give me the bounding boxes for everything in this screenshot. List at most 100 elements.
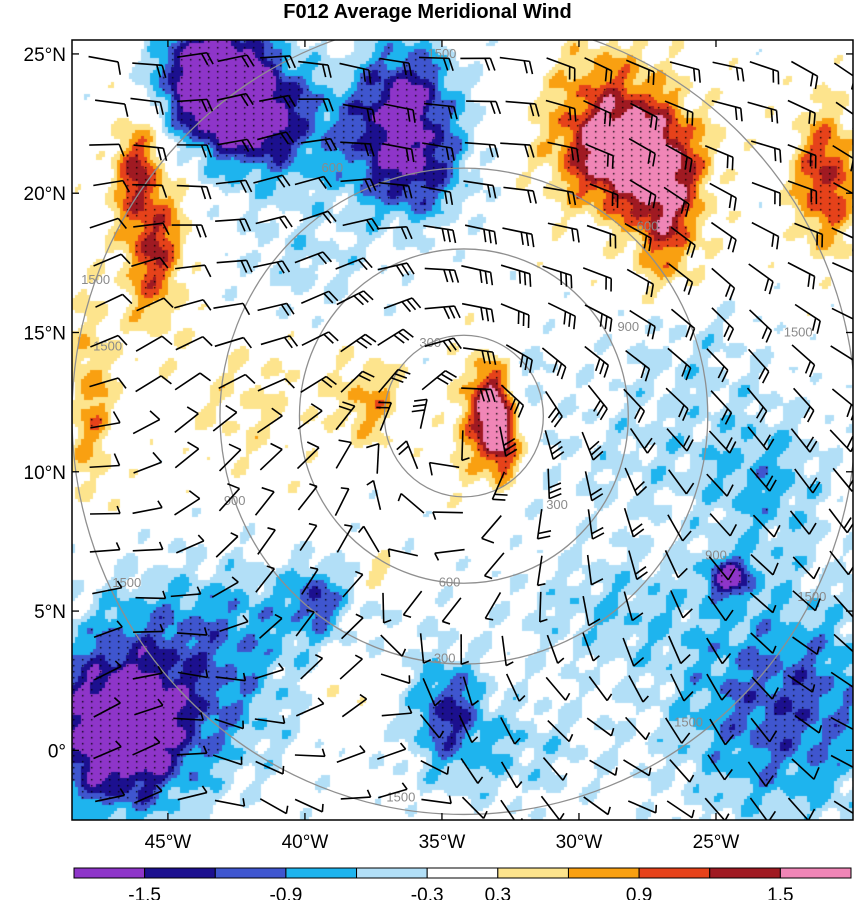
wind-barb	[383, 297, 422, 313]
wind-barb	[259, 94, 297, 109]
wind-barb	[419, 56, 454, 71]
wind-barb	[340, 789, 372, 800]
wind-barb	[624, 467, 648, 497]
wind-barb	[747, 101, 779, 124]
range-ring-label: 1500	[112, 575, 141, 590]
wind-barb	[342, 217, 380, 232]
wind-barb	[536, 509, 552, 540]
wind-barb	[176, 745, 208, 756]
wind-barb	[670, 308, 696, 341]
wind-barb	[95, 99, 129, 117]
wind-barb	[791, 344, 816, 378]
wind-barb	[341, 693, 368, 718]
range-ring-label: 600	[439, 575, 461, 590]
wind-barb	[136, 297, 174, 312]
wind-barb	[336, 524, 353, 553]
wind-barb	[542, 757, 568, 781]
wind-barb	[794, 303, 821, 334]
wind-barb	[463, 180, 497, 199]
wind-barb	[589, 759, 618, 777]
wind-barb	[257, 131, 295, 145]
wind-barb	[547, 141, 580, 162]
wind-barb	[708, 556, 736, 581]
wind-barb	[484, 592, 502, 621]
wind-barb	[411, 398, 428, 429]
wind-barb	[747, 426, 775, 451]
colorbar-label: -0.3	[411, 885, 444, 900]
wind-barb	[707, 595, 734, 622]
wind-barb	[584, 57, 613, 84]
wind-barb	[830, 345, 853, 375]
wind-barb	[294, 748, 326, 758]
wind-barb	[432, 511, 463, 520]
wind-barb	[787, 674, 816, 693]
colorbar-swatch	[73, 867, 146, 879]
range-ring-label: 1500	[784, 325, 813, 340]
wind-barb	[747, 348, 770, 384]
wind-barb	[630, 102, 658, 131]
wind-barb	[381, 142, 415, 163]
wind-barb	[336, 290, 374, 306]
wind-barb	[397, 492, 425, 514]
y-tick-label: 10°N	[24, 463, 66, 484]
colorbar-swatch	[567, 867, 640, 879]
y-tick-label: 5°N	[34, 602, 66, 623]
wind-barb	[174, 490, 201, 516]
wind-barb	[379, 57, 413, 77]
wind-barb	[500, 142, 535, 158]
wind-barb	[831, 307, 853, 320]
wind-barb	[402, 590, 423, 619]
wind-barb	[831, 388, 853, 421]
wind-barb	[135, 375, 172, 393]
significance-stippling	[72, 40, 853, 820]
wind-barb	[706, 348, 729, 383]
wind-barb	[584, 304, 613, 332]
wind-barb	[171, 224, 207, 238]
wind-barb	[134, 784, 163, 804]
range-ring-label: 900	[224, 493, 246, 508]
wind-barb	[747, 761, 774, 787]
wind-barb	[794, 222, 824, 248]
wind-barb	[830, 754, 853, 769]
wind-barb	[670, 673, 694, 702]
wind-barb	[666, 428, 694, 452]
wind-barb	[176, 144, 213, 158]
wind-barb	[547, 468, 562, 500]
wind-barb	[299, 210, 337, 224]
wind-barb	[132, 183, 168, 198]
wind-barb	[664, 717, 691, 744]
wind-barb	[545, 676, 571, 701]
wind-barb	[749, 592, 777, 614]
range-rings: 3006009001500300300600900900600150015001…	[72, 40, 853, 815]
wind-barb	[466, 100, 502, 115]
wind-barb	[710, 221, 737, 253]
wind-barb	[667, 347, 692, 381]
wind-barb	[339, 62, 372, 84]
range-ring-label: 900	[617, 319, 639, 334]
wind-barb	[259, 442, 283, 471]
wind-barb	[667, 514, 692, 542]
wind-barb	[547, 719, 574, 743]
wind-barb	[132, 665, 163, 680]
wind-barb	[335, 439, 353, 469]
wind-barb	[544, 430, 565, 460]
wind-barb	[215, 218, 252, 232]
wind-barb	[706, 637, 732, 665]
wind-barb	[177, 669, 209, 679]
wind-barb	[787, 797, 816, 820]
wind-barb	[706, 673, 731, 701]
wind-barb	[582, 632, 600, 662]
wind-barb	[89, 542, 121, 553]
wind-barb	[214, 336, 253, 349]
wind-barb	[176, 184, 212, 200]
wind-barb	[833, 182, 853, 208]
wind-barb	[833, 62, 853, 90]
wind-barb	[790, 60, 819, 90]
wind-barb	[216, 92, 254, 107]
wind-barb	[461, 387, 496, 403]
wind-barb	[669, 61, 701, 83]
wind-barb	[499, 426, 518, 457]
y-tick-label: 25°N	[24, 45, 66, 66]
wind-barb	[340, 178, 377, 192]
